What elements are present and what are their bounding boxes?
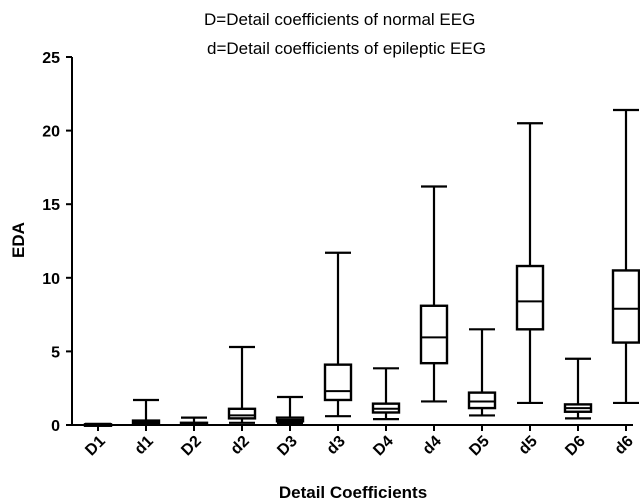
y-tick-label: 10 xyxy=(42,271,60,288)
box-d4 xyxy=(419,185,449,403)
box-D4 xyxy=(371,367,401,421)
y-tick-label: 15 xyxy=(42,197,60,214)
box-D1 xyxy=(83,422,113,427)
legend-normal: D=Detail coefficients of normal EEG xyxy=(204,10,475,29)
box-iqr xyxy=(611,269,640,344)
x-tick-label: d6 xyxy=(612,433,637,458)
y-ticks: 0 5 10 15 20 25 xyxy=(42,50,72,435)
box-iqr xyxy=(227,407,257,420)
box-D5 xyxy=(467,328,497,417)
legend-epileptic: d=Detail coefficients of epileptic EEG xyxy=(207,39,486,58)
boxes xyxy=(83,108,640,427)
x-tick-label: d2 xyxy=(228,433,253,458)
box-d2 xyxy=(227,345,257,424)
x-tick-label: d3 xyxy=(324,433,349,458)
x-tick-label: d1 xyxy=(132,433,157,458)
x-tick-label: d5 xyxy=(516,433,541,458)
x-tick-label: D1 xyxy=(82,433,109,460)
box-iqr xyxy=(467,391,497,410)
box-d5 xyxy=(515,122,545,405)
x-axis-title: Detail Coefficients xyxy=(279,483,427,502)
x-tick-label: D6 xyxy=(562,433,589,460)
box-iqr xyxy=(419,304,449,365)
x-tick-label: D3 xyxy=(274,433,301,460)
box-D6 xyxy=(563,357,593,420)
box-iqr xyxy=(515,264,545,331)
box-d6 xyxy=(611,108,640,405)
y-axis-title: EDA xyxy=(9,222,28,258)
y-tick-label: 25 xyxy=(42,50,60,67)
x-tick-label: D4 xyxy=(370,433,397,460)
y-tick-label: 0 xyxy=(51,418,60,435)
box-D2 xyxy=(179,416,209,426)
y-tick-label: 20 xyxy=(42,124,60,141)
x-tick-label: d4 xyxy=(420,433,445,458)
x-ticks: D1 d1 D2 d2 D3 d3 D4 d4 D5 d5 D6 d6 xyxy=(82,425,637,459)
x-tick-label: D2 xyxy=(178,433,205,460)
box-d1 xyxy=(131,398,161,426)
x-tick-label: D5 xyxy=(466,433,493,460)
box-D3 xyxy=(275,395,305,425)
box-iqr xyxy=(323,363,353,402)
y-tick-label: 5 xyxy=(51,344,60,361)
box-d3 xyxy=(323,251,353,418)
